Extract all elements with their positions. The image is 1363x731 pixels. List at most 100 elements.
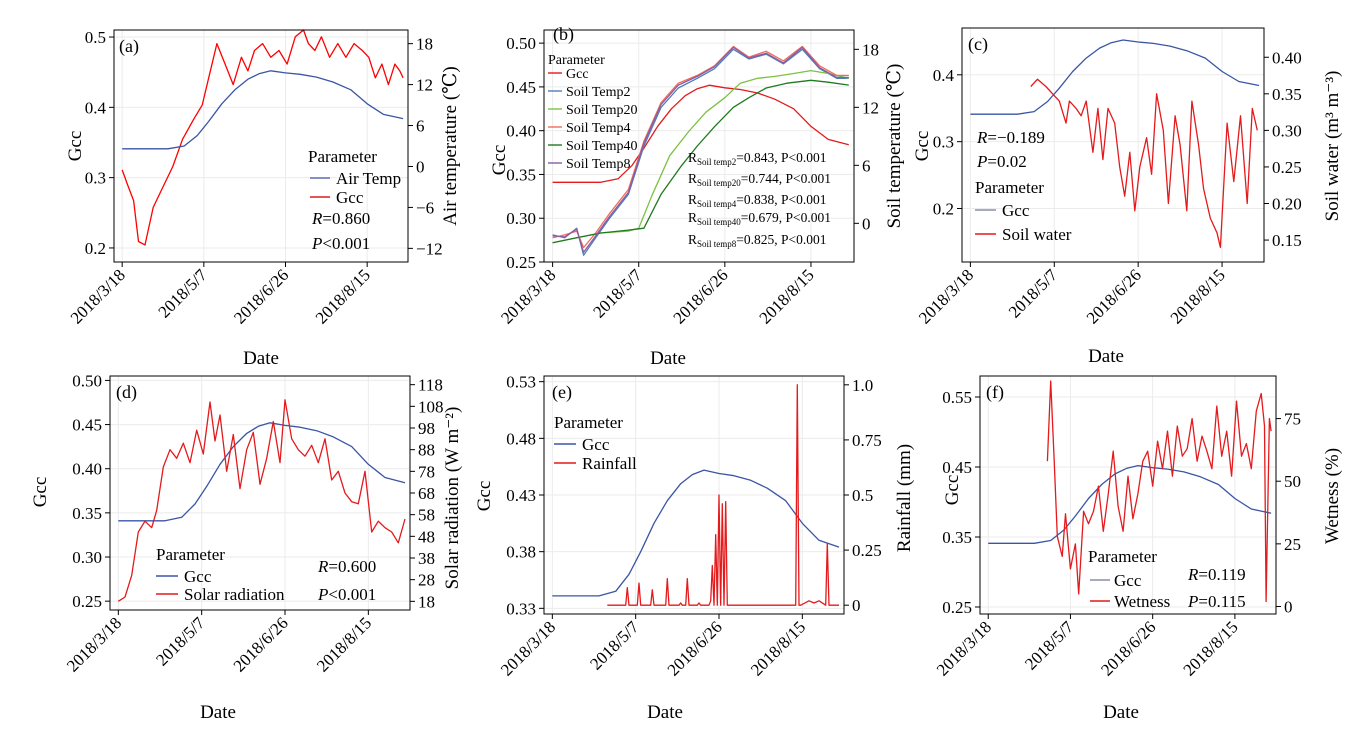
- x-tick-label: 2018/5/7: [586, 617, 643, 674]
- series-line-soil-temp4: [552, 45, 849, 249]
- y-tick-label: 0.25: [72, 592, 102, 611]
- legend-label-soil-temp4: Soil Temp4: [566, 121, 631, 136]
- y2-tick-label: 6: [862, 156, 871, 175]
- series-line-soil-temp2: [552, 48, 849, 256]
- y2-tick-label: 0.5: [852, 486, 873, 505]
- x-tick-label: 2018/8/15: [1180, 617, 1242, 679]
- x-tick-label: 2018/5/7: [1021, 617, 1078, 674]
- legend-label-soil-temp2: Soil Temp2: [566, 85, 631, 100]
- series-lines: [552, 45, 849, 256]
- y2-tick-label: 28: [418, 571, 435, 590]
- x-tick-label: 2018/6/26: [664, 617, 726, 679]
- series-line-soil-water: [1030, 78, 1258, 249]
- panel-label: (c): [968, 34, 988, 55]
- x-tick-label: 2018/6/26: [230, 613, 292, 675]
- y2-tick-label: 58: [418, 506, 435, 525]
- legend-label-solar-radiation: Solar radiation: [184, 585, 285, 604]
- y2-tick-label: 6: [416, 117, 425, 136]
- x-tick-label: 2018/8/15: [313, 613, 375, 675]
- y2-tick-label: 0: [1284, 597, 1293, 616]
- y-tick-label: 0.30: [72, 548, 102, 567]
- y2-tick-label: 0.40: [1272, 48, 1302, 67]
- legend-label-gcc: Gcc: [184, 567, 212, 586]
- y-tick-label: 0.2: [85, 239, 106, 258]
- legend-label-gcc: Gcc: [336, 188, 364, 207]
- grid: [962, 28, 1264, 262]
- y2-tick-label: 0: [862, 214, 871, 233]
- x-tick-label: 2018/6/26: [230, 265, 292, 327]
- x-tick-label: 2018/3/18: [67, 265, 129, 327]
- x-tick-label: 2018/3/18: [497, 617, 559, 679]
- plot-frame: [961, 27, 1265, 263]
- legend-title: Parameter: [975, 178, 1044, 197]
- legend-title: Parameter: [548, 53, 605, 68]
- series-line-rainfall: [607, 384, 839, 606]
- y2-tick-label: 0.75: [852, 431, 882, 450]
- y-axis-label: Gcc: [30, 477, 51, 508]
- series-line-wetness: [1046, 380, 1272, 603]
- y2-tick-label: 18: [418, 592, 435, 611]
- legend-title: Parameter: [1088, 547, 1157, 566]
- y2-tick-label: 0: [416, 157, 425, 176]
- x-tick-label: 2018/5/7: [152, 613, 209, 670]
- y-tick-label: 0.25: [506, 253, 536, 272]
- x-axis-label: Date: [647, 702, 683, 723]
- y2-axis-label: Wetness (%): [1322, 448, 1343, 544]
- panel-b: 0.25 0.30 0.35 0.40 0.45 0.50 0 6 12 18 2018/3/18 2…: [489, 24, 905, 369]
- y2-tick-label: 0.25: [852, 541, 882, 560]
- series-lines: [117, 399, 406, 602]
- legend-label-rainfall: Rainfall: [582, 454, 637, 473]
- y-tick-label: 0.40: [506, 122, 536, 141]
- y2-tick-label: 78: [418, 462, 435, 481]
- y-tick-label: 0.38: [506, 543, 536, 562]
- series-line-soil-temp20: [552, 69, 849, 244]
- y-axis-label: Gcc: [65, 131, 86, 162]
- y-axis-label: Gcc: [912, 131, 933, 162]
- stat-r: R=0.860: [311, 209, 370, 228]
- y-tick-label: 0.40: [72, 460, 102, 479]
- x-tick-label: 2018/3/18: [915, 265, 977, 327]
- panel-c: 0.2 0.3 0.4 0.15 0.20 0.25 0.30 0.35 0.40 2018/3/…: [912, 27, 1343, 367]
- y-axis-label: Gcc: [474, 481, 495, 512]
- series-line-gcc: [122, 70, 404, 150]
- y2-tick-label: 0.35: [1272, 85, 1302, 104]
- y2-tick-label: 25: [1284, 535, 1301, 554]
- y-tick-label: 0.55: [942, 388, 972, 407]
- y-axis-label: Gcc: [489, 145, 510, 176]
- y-axis-label: Gcc: [942, 475, 963, 506]
- axes: 0.2 0.3 0.4 0.15 0.20 0.25 0.30 0.35 0.40 2018/3/…: [915, 48, 1302, 327]
- y-tick-label: 0.4: [933, 66, 955, 85]
- y-tick-label: 0.25: [942, 598, 972, 617]
- y-tick-label: 0.3: [85, 169, 106, 188]
- y-tick-label: 0.43: [506, 486, 536, 505]
- y2-tick-label: 18: [862, 40, 879, 59]
- y2-tick-label: 48: [418, 527, 435, 546]
- x-axis-label: Date: [650, 348, 686, 369]
- legend-label-gcc: Gcc: [1002, 201, 1030, 220]
- y2-axis-label: Soil water (m³ m⁻³): [1322, 71, 1343, 222]
- stat-soil-temp40: RSoil temp40=0.679, P<0.001: [688, 210, 831, 227]
- x-tick-label: 2018/3/18: [933, 617, 995, 679]
- grid: [980, 376, 1276, 614]
- y2-tick-label: 1.0: [852, 376, 873, 395]
- y2-axis-label: Solar radiation (W m⁻²): [442, 407, 463, 590]
- y-tick-label: 0.4: [85, 98, 107, 117]
- legend-label-soil-temp20: Soil Temp20: [566, 103, 638, 118]
- y2-tick-label: 0.15: [1272, 231, 1302, 250]
- y-tick-label: 0.53: [506, 373, 536, 392]
- panel-label: (e): [552, 382, 572, 403]
- axes: 0.25 0.30 0.35 0.40 0.45 0.50 18 28 38 48 58 68 78 88…: [63, 371, 444, 675]
- series-lines: [970, 39, 1260, 249]
- x-tick-label: 2018/8/15: [756, 265, 818, 327]
- panel-f: 0.25 0.35 0.45 0.55 0 25 50 75 2018/3/18 2018/5/7…: [933, 375, 1343, 723]
- y2-tick-label: 108: [418, 397, 444, 416]
- x-tick-label: 2018/5/7: [154, 265, 211, 322]
- legend-label-air-temp: Air Temp: [336, 169, 401, 188]
- y-tick-label: 0.5: [85, 28, 106, 47]
- y2-tick-label: 18: [416, 35, 433, 54]
- series-lines: [552, 384, 840, 606]
- y2-tick-label: 0.30: [1272, 121, 1302, 140]
- panel-label: (f): [986, 382, 1004, 403]
- x-axis-label: Date: [200, 702, 236, 723]
- legend-label-gcc: Gcc: [566, 67, 589, 82]
